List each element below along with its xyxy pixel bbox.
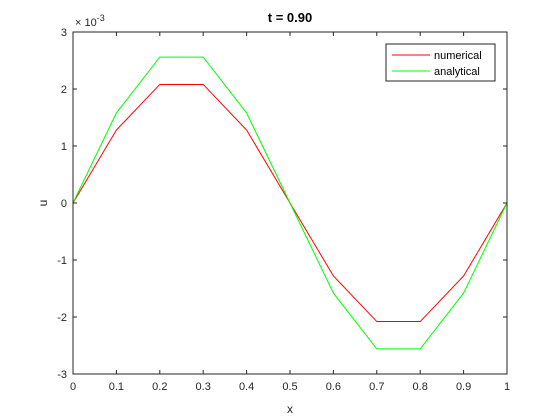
x-tick-label: 0.8 (413, 381, 428, 393)
x-tick-label: 0.9 (456, 381, 471, 393)
series-line-analytical (72, 56, 508, 350)
legend-box (385, 43, 496, 82)
x-tick-label: 0.3 (196, 381, 211, 393)
y-tick-label: 1 (61, 141, 67, 153)
chart-title: t = 0.90 (268, 10, 312, 25)
y-tick-label: 2 (61, 84, 67, 96)
y-exponent-power: -3 (97, 13, 105, 23)
x-tick-label: 0.6 (326, 381, 341, 393)
x-tick-label: 1 (504, 381, 510, 393)
x-tick-label: 0.4 (239, 381, 254, 393)
x-axis-label: x (287, 402, 293, 416)
x-tick-label: 0.5 (282, 381, 297, 393)
y-axis-label: u (36, 200, 50, 207)
y-ticks: -3 -2 -1 0 1 2 3 (57, 27, 507, 381)
y-exponent-base: × 10 (75, 17, 97, 29)
x-tick-label: 0.1 (109, 381, 124, 393)
legend-label-numerical: numerical (434, 50, 482, 62)
y-tick-label: -3 (57, 369, 67, 381)
x-tick-label: 0.7 (369, 381, 384, 393)
y-tick-label: -1 (57, 255, 67, 267)
series-layer (72, 56, 508, 350)
y-exponent-label: × 10-3 (75, 13, 105, 29)
y-tick-label: 3 (61, 27, 67, 39)
x-ticks: 0 0.1 0.2 0.3 0.4 0.5 0.6 0.7 0.8 0.9 1 (70, 32, 510, 393)
x-tick-label: 0.2 (152, 381, 167, 393)
y-tick-label: -2 (57, 312, 67, 324)
x-tick-label: 0 (70, 381, 76, 393)
y-tick-label: 0 (61, 198, 67, 210)
legend-label-analytical: analytical (434, 66, 480, 78)
legend: numerical analytical (385, 43, 496, 82)
